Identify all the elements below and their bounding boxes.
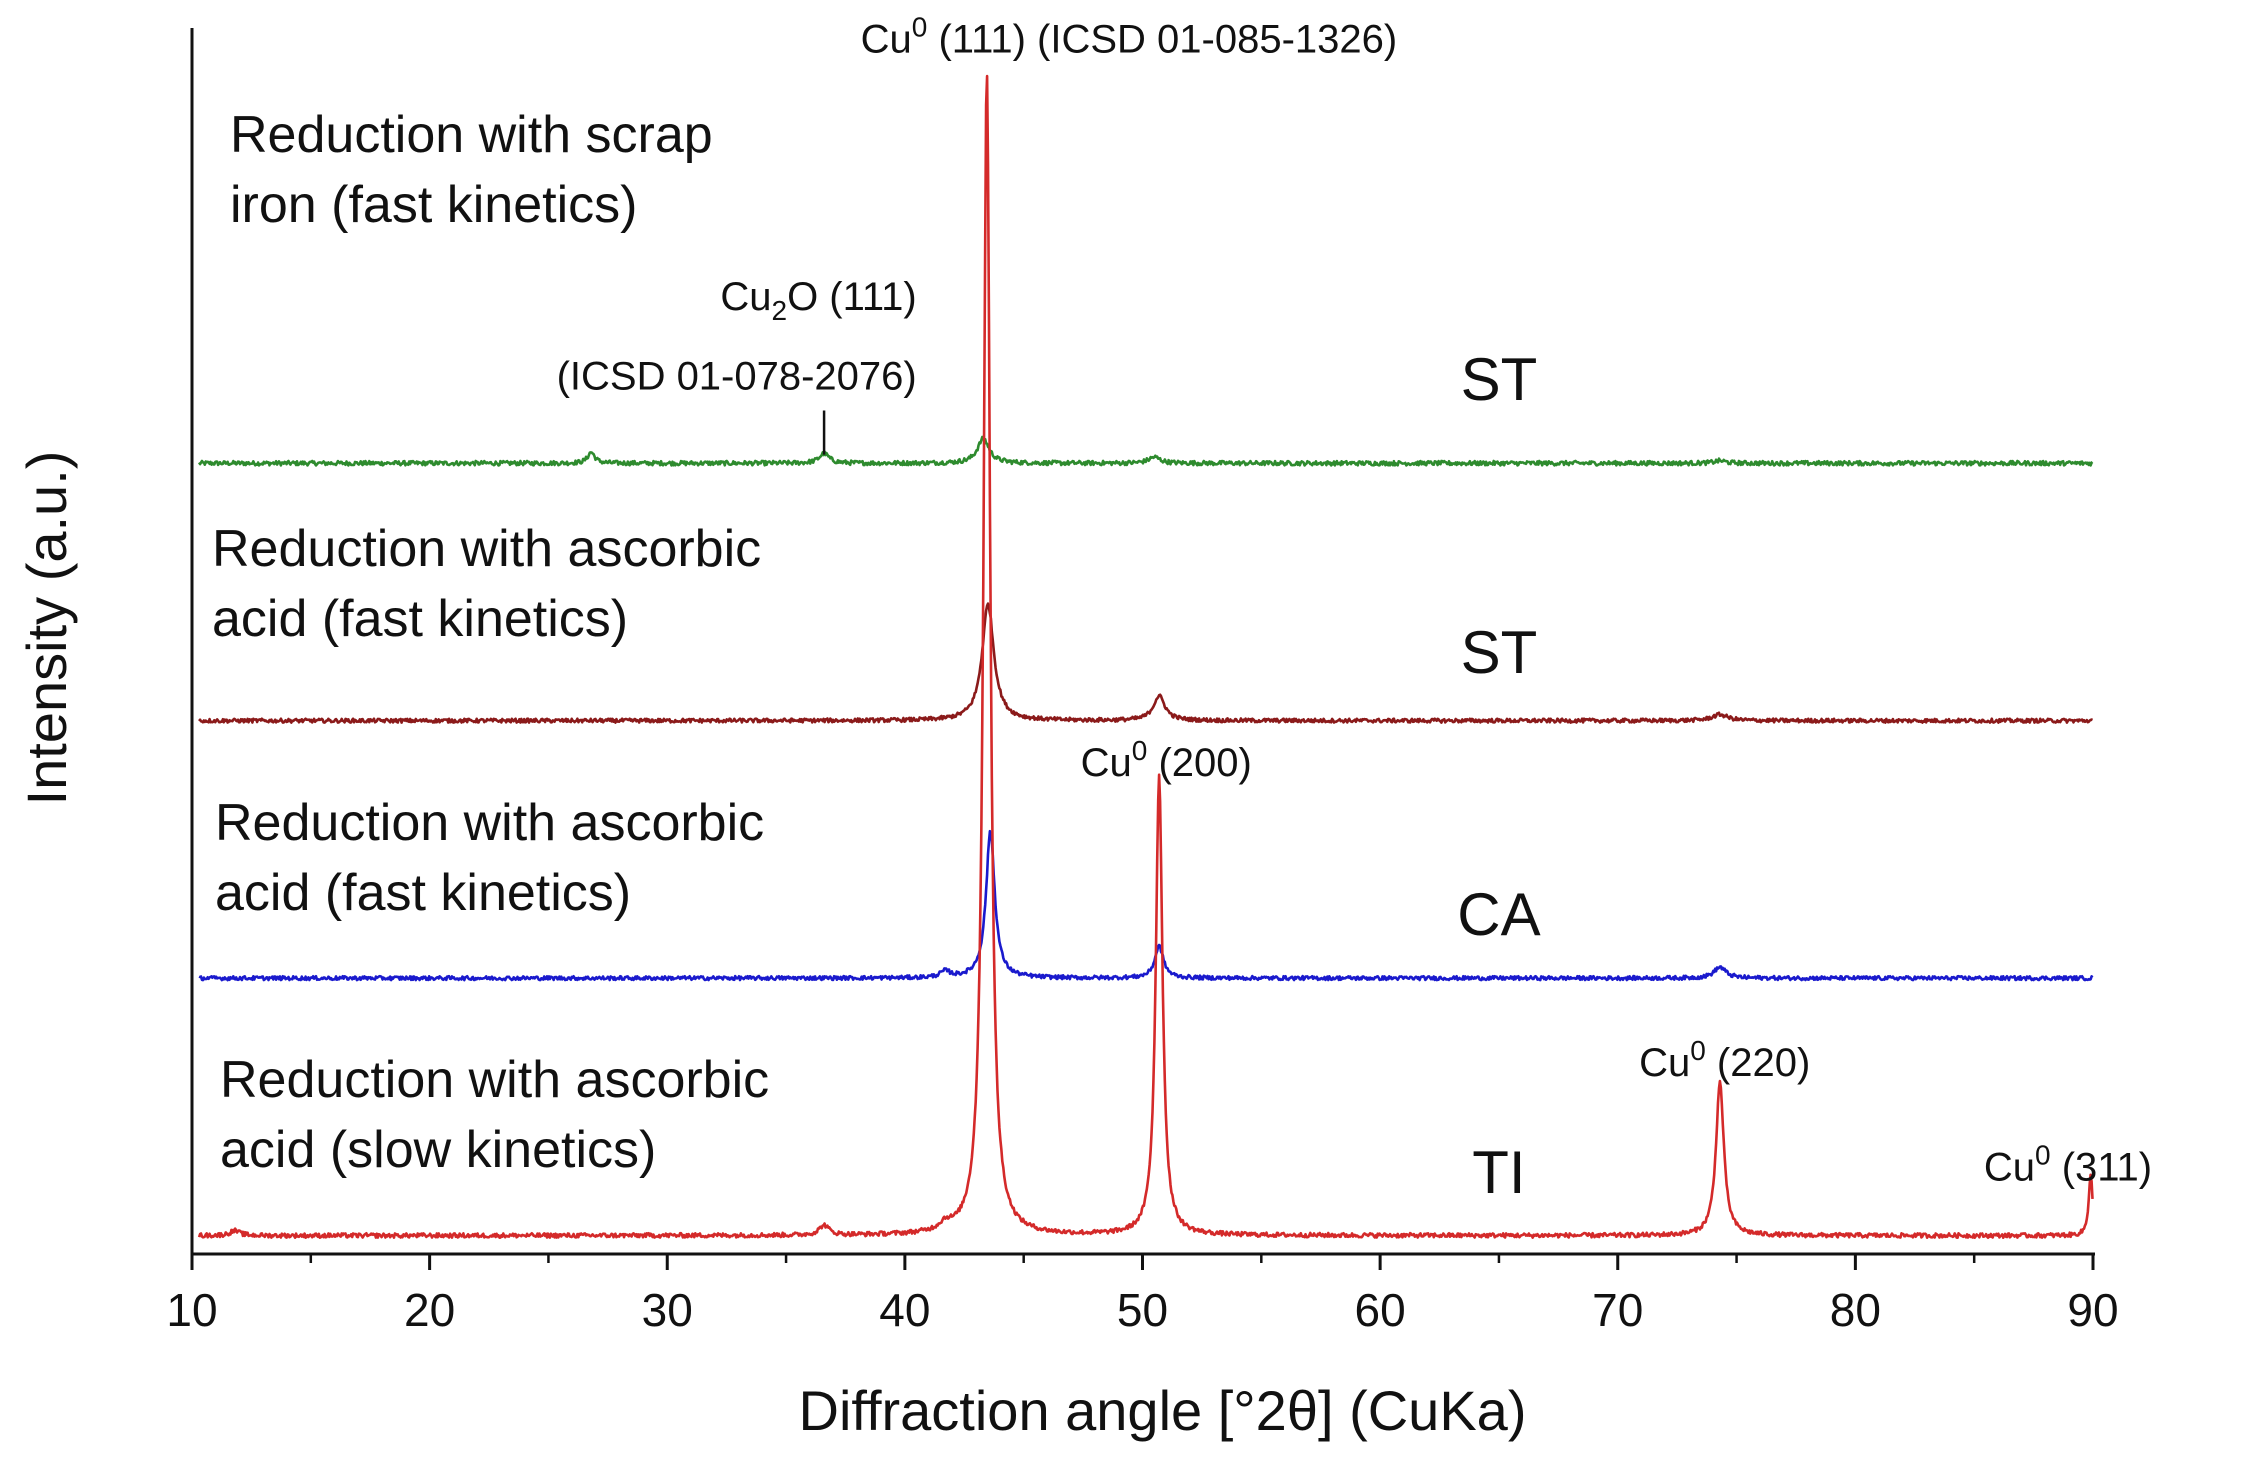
series-tag-2: ST [1461,619,1538,686]
x-tick-label-80: 80 [1830,1284,1881,1336]
series-label-4-line-1: Reduction with ascorbic [220,1051,769,1109]
series-label-1-line-1: Reduction with scrap [230,106,713,164]
peak-annotation-2: Cu2O (111) [720,275,916,326]
series-label-2-line-2: acid (fast kinetics) [212,590,628,648]
label-layer: Reduction with scrap iron (fast kinetics)… [212,12,2152,1206]
peak-annotation-part: (311) [2051,1145,2153,1189]
peak-annotation-6: Cu0 (311) [1984,1139,2152,1189]
series-line-3 [198,829,2094,982]
series-label-4-line-2: acid (slow kinetics) [220,1121,656,1179]
peak-annotation-part: Cu [720,275,771,319]
series-tag-1: ST [1461,346,1538,413]
peak-annotation-part: 2 [772,295,788,326]
x-tick-label-70: 70 [1592,1284,1643,1336]
peak-annotation-part: (111) (ICSD 01-085-1326) [927,18,1397,62]
series-tag-4: TI [1472,1139,1525,1206]
series-tag-3: CA [1457,881,1540,948]
peak-annotation-5: Cu0 (220) [1639,1035,1810,1085]
x-tick-label-10: 10 [166,1284,217,1336]
plot-layer [197,74,2094,1239]
x-tick-label-30: 30 [642,1284,693,1336]
x-tick-label-50: 50 [1117,1284,1168,1336]
peak-annotation-part: 0 [1132,735,1148,766]
x-tick-label-40: 40 [879,1284,930,1336]
series-label-3-line-2: acid (fast kinetics) [215,864,631,922]
peak-annotation-part: Cu [861,18,912,62]
peak-annotation-part: 0 [2035,1139,2051,1170]
series-label-1-line-2: iron (fast kinetics) [230,176,637,234]
x-axis-title: Diffraction angle [°2θ] (CuKa) [799,1379,1527,1442]
series-line-4 [197,74,2094,1239]
peak-annotation-part: Cu [1984,1145,2035,1189]
peak-annotation-part: (200) [1147,741,1252,785]
y-axis-title: Intensity (a.u.) [15,451,78,806]
peak-annotation-1: Cu0 (111) (ICSD 01-085-1326) [861,12,1398,62]
x-tick-label-90: 90 [2067,1284,2118,1336]
series-label-3-line-1: Reduction with ascorbic [215,794,764,852]
peak-annotation-part: Cu [1081,741,1132,785]
peak-annotation-part: Cu [1639,1041,1690,1085]
peak-annotation-3: (ICSD 01-078-2076) [557,355,917,399]
peak-annotation-part: 0 [912,12,928,43]
peak-annotation-part: 0 [1690,1035,1706,1066]
peak-annotation-part: O (111) [787,275,917,319]
x-tick-label-60: 60 [1355,1284,1406,1336]
series-label-2-line-1: Reduction with ascorbic [212,520,761,578]
peak-annotation-part: (ICSD 01-078-2076) [557,355,917,399]
peak-annotation-part: (220) [1706,1041,1811,1085]
series-line-2 [198,602,2094,724]
x-tick-label-20: 20 [404,1284,455,1336]
peak-annotation-4: Cu0 (200) [1081,735,1252,785]
series-line-1 [197,435,2094,467]
